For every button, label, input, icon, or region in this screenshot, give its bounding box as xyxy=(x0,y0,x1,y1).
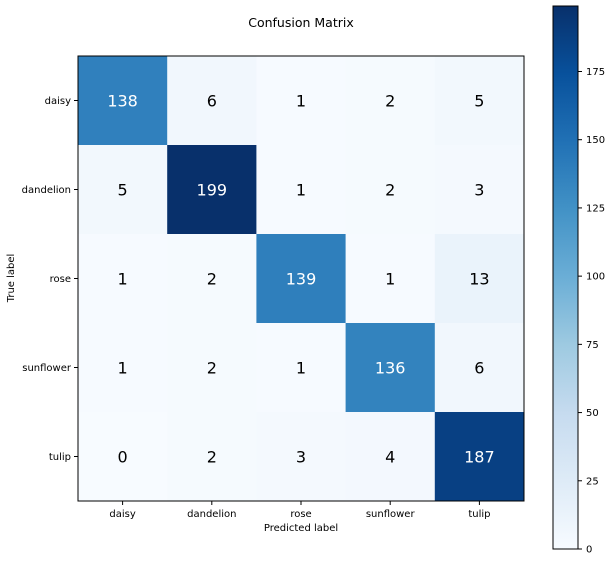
heatmap-cell xyxy=(78,145,168,235)
heatmap-cell xyxy=(434,145,525,235)
heatmap-cell-value: 4 xyxy=(385,448,395,467)
heatmap-cell-value: 1 xyxy=(118,359,128,378)
heatmap-cell-value: 5 xyxy=(474,92,484,111)
heatmap-cell-value: 3 xyxy=(296,448,306,467)
heatmap-cell xyxy=(78,323,168,413)
heatmap-cell-value: 136 xyxy=(375,359,406,378)
heatmap-cell xyxy=(167,56,257,146)
y-tick-label: sunflower xyxy=(22,363,72,374)
heatmap-cell-value: 1 xyxy=(296,92,306,111)
x-tick-label: rose xyxy=(290,509,311,520)
colorbar-tick-label: 25 xyxy=(586,476,599,487)
heatmap-cell-value: 5 xyxy=(118,181,128,200)
heatmap-cell xyxy=(434,56,525,146)
x-tick-label: dandelion xyxy=(187,509,236,520)
heatmap-cell-value: 6 xyxy=(207,92,217,111)
colorbar-tick-label: 50 xyxy=(586,408,599,419)
heatmap-cell-value: 13 xyxy=(469,270,489,289)
heatmap-cell-value: 1 xyxy=(296,181,306,200)
heatmap-cell xyxy=(345,323,436,413)
colorbar-ticks: 0 25 50 75 100 125 150 175 xyxy=(578,67,605,556)
heatmap-cell xyxy=(78,412,168,502)
colorbar-tick-label: 175 xyxy=(586,67,605,78)
heatmap-cell xyxy=(434,412,525,502)
x-axis-label: Predicted label xyxy=(264,523,338,534)
heatmap-cell-value: 2 xyxy=(207,448,217,467)
heatmap-cell-value: 1 xyxy=(118,270,128,289)
heatmap-cell xyxy=(256,412,347,502)
y-tick-label: dandelion xyxy=(22,185,71,196)
heatmap-cells xyxy=(78,56,525,502)
heatmap-cell-value: 1 xyxy=(385,270,395,289)
x-tick-label: daisy xyxy=(109,509,135,520)
heatmap-cell xyxy=(256,323,347,413)
heatmap-cell-value: 1 xyxy=(296,359,306,378)
heatmap-cell-labels: 138 6 1 2 5 5 199 1 2 3 1 2 139 1 13 1 2 1 136 6 0 2 3 4 187 xyxy=(107,92,494,467)
heatmap-cell-value: 199 xyxy=(197,181,228,200)
heatmap-cell-value: 2 xyxy=(385,92,395,111)
x-axis-ticks: daisy dandelion rose sunflower tulip xyxy=(109,501,490,520)
heatmap-cell-value: 187 xyxy=(464,448,495,467)
x-tick-label: sunflower xyxy=(366,509,416,520)
heatmap-cell xyxy=(167,323,257,413)
colorbar-tick-label: 150 xyxy=(586,135,605,146)
heatmap-cell xyxy=(167,145,257,235)
colorbar-tick-label: 100 xyxy=(586,272,605,283)
heatmap-cell-value: 2 xyxy=(385,181,395,200)
heatmap-cell-value: 2 xyxy=(207,359,217,378)
heatmap-cell-value: 2 xyxy=(207,270,217,289)
heatmap-cell xyxy=(78,56,168,146)
colorbar-tick-label: 125 xyxy=(586,203,605,214)
heatmap-cell xyxy=(78,234,168,324)
heatmap-cell xyxy=(345,145,436,235)
heatmap-cell-value: 6 xyxy=(474,359,484,378)
heatmap-cell xyxy=(167,234,257,324)
heatmap-cell xyxy=(345,412,436,502)
heatmap-cell-value: 139 xyxy=(286,270,317,289)
colorbar-tick-label: 0 xyxy=(586,545,592,556)
heatmap-cell-value: 0 xyxy=(118,448,128,467)
heatmap-cell xyxy=(256,56,347,146)
colorbar-frame xyxy=(552,5,579,550)
heatmap-cell xyxy=(434,323,525,413)
y-axis-label: True label xyxy=(6,254,17,304)
y-tick-label: daisy xyxy=(45,96,71,107)
heatmap-cell xyxy=(345,56,436,146)
x-tick-label: tulip xyxy=(468,509,490,520)
colorbar-tick-label: 75 xyxy=(586,340,599,351)
heatmap-cell xyxy=(256,145,347,235)
heatmap-cell xyxy=(434,234,525,324)
heatmap-cell xyxy=(345,234,436,324)
heatmap-cell-value: 138 xyxy=(107,92,138,111)
heatmap-cell-value: 3 xyxy=(474,181,484,200)
y-tick-label: rose xyxy=(50,274,71,285)
chart-title: Confusion Matrix xyxy=(248,15,354,30)
heatmap-cell xyxy=(167,412,257,502)
heatmap-cell xyxy=(256,234,347,324)
colorbar-gradient xyxy=(553,6,578,549)
y-axis-ticks: daisy dandelion rose sunflower tulip xyxy=(22,96,78,463)
y-tick-label: tulip xyxy=(49,452,71,463)
